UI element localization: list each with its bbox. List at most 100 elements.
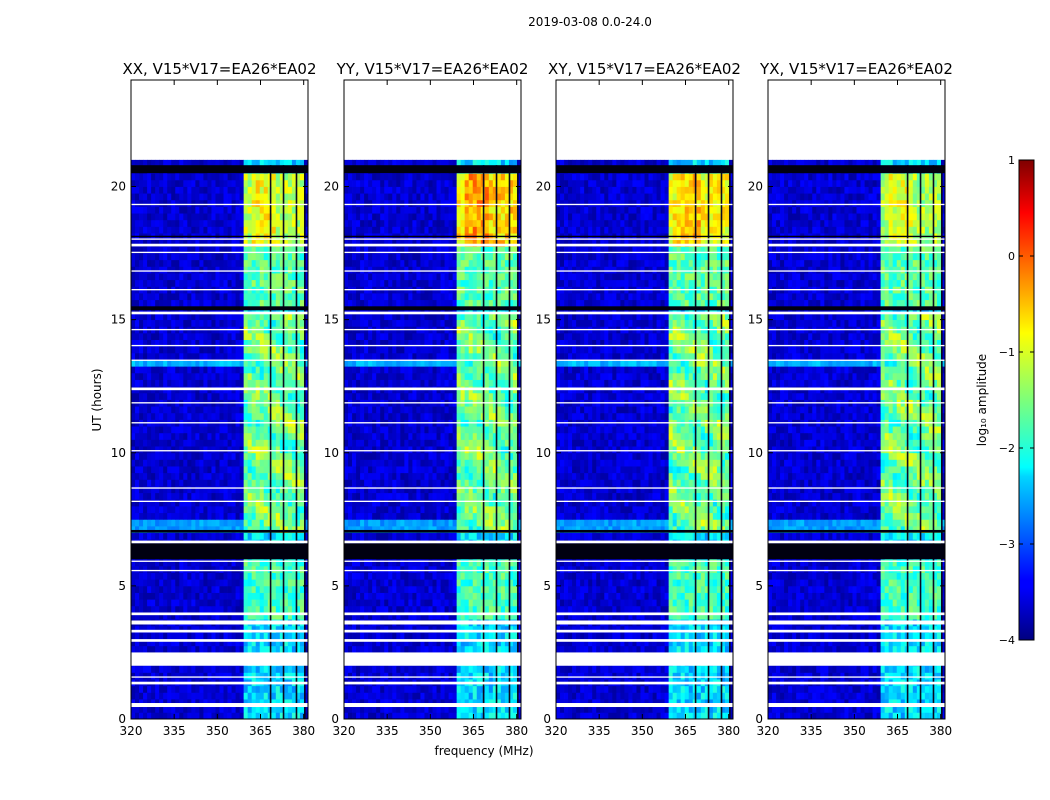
- heatmap-cell: [408, 712, 413, 720]
- heatmap-cell: [187, 579, 192, 587]
- heatmap-cell: [364, 532, 369, 540]
- heatmap-cell: [199, 159, 204, 167]
- heatmap-cell: [231, 239, 236, 247]
- heatmap-cell: [191, 599, 196, 607]
- heatmap-cell: [496, 672, 502, 680]
- heatmap-cell: [171, 213, 176, 221]
- heatmap-cell: [155, 193, 160, 201]
- heatmap-cell: [219, 219, 224, 227]
- heatmap-cell: [155, 213, 160, 221]
- heatmap-cell: [179, 712, 184, 720]
- heatmap-cell: [247, 426, 253, 434]
- heatmap-cell: [299, 219, 305, 227]
- heatmap-cell: [279, 459, 285, 467]
- heatmap-cell: [219, 672, 224, 680]
- heatmap-cell: [131, 592, 136, 600]
- heatmap-cell: [255, 565, 261, 573]
- heatmap-cell: [275, 632, 281, 640]
- heatmap-cell: [299, 672, 305, 680]
- heatmap-cell: [295, 512, 301, 520]
- heatmap-cell: [428, 579, 433, 587]
- heatmap-cell: [271, 219, 277, 227]
- heatmap-cell: [187, 253, 192, 261]
- heatmap-cell: [263, 479, 269, 487]
- heatmap-cell: [211, 379, 216, 387]
- heatmap-cell: [380, 712, 385, 720]
- heatmap-cell: [227, 246, 232, 254]
- heatmap-cell: [243, 572, 249, 580]
- heatmap-cell: [155, 699, 160, 707]
- heatmap-cell: [243, 665, 249, 673]
- heatmap-cell: [235, 206, 241, 214]
- heatmap-cell: [199, 372, 204, 380]
- heatmap-cell: [171, 492, 176, 500]
- heatmap-cell: [163, 352, 168, 360]
- heatmap-cell: [199, 206, 204, 214]
- heatmap-cell: [295, 685, 301, 693]
- heatmap-cell: [372, 692, 377, 700]
- heatmap-cell: [263, 206, 269, 214]
- heatmap-cell: [416, 559, 421, 567]
- heatmap-cell: [167, 319, 172, 327]
- heatmap-cell: [283, 293, 289, 301]
- heatmap-cell: [191, 439, 196, 447]
- heatmap-cell: [147, 592, 152, 600]
- heatmap-cell: [139, 572, 144, 580]
- heatmap-cell: [147, 299, 152, 307]
- y-tick-label: 0: [118, 712, 126, 726]
- heatmap-cell: [291, 213, 297, 221]
- heatmap-cell: [259, 592, 265, 600]
- heatmap-cell: [291, 625, 297, 633]
- heatmap-cell: [139, 279, 144, 287]
- heatmap-cell: [476, 559, 482, 567]
- heatmap-cell: [159, 199, 164, 207]
- heatmap-cell: [151, 446, 156, 454]
- heatmap-cell: [135, 253, 140, 261]
- heatmap-cell: [219, 426, 224, 434]
- heatmap-cell: [251, 559, 257, 567]
- heatmap-cell: [131, 612, 136, 620]
- heatmap-cell: [167, 312, 172, 321]
- heatmap-cell: [484, 572, 490, 580]
- heatmap-cell: [223, 206, 228, 214]
- heatmap-cell: [175, 585, 180, 593]
- heatmap-cell: [159, 273, 164, 281]
- heatmap-cell: [147, 339, 152, 347]
- heatmap-cell: [227, 352, 232, 360]
- heatmap-cell: [215, 579, 220, 587]
- heatmap-cell: [191, 585, 196, 593]
- heatmap-cell: [231, 639, 236, 647]
- heatmap-cell: [219, 512, 224, 520]
- heatmap-cell: [151, 479, 156, 487]
- heatmap-cell: [255, 206, 261, 214]
- heatmap-cell: [187, 466, 192, 474]
- heatmap-cell: [303, 246, 309, 254]
- heatmap-cell: [135, 692, 140, 700]
- heatmap-cell: [243, 625, 249, 633]
- heatmap-cell: [492, 692, 498, 700]
- heatmap-cell: [243, 332, 249, 340]
- heatmap-cell: [143, 685, 148, 693]
- heatmap-cell: [287, 319, 293, 327]
- heatmap-cell: [155, 572, 160, 580]
- heatmap-cell: [167, 293, 172, 301]
- heatmap-cell: [195, 193, 200, 201]
- heatmap-cell: [384, 599, 389, 607]
- heatmap-cell: [444, 559, 449, 567]
- heatmap-cell: [191, 266, 196, 274]
- heatmap-cell: [219, 519, 224, 527]
- heatmap-cell: [287, 273, 293, 281]
- heatmap-cell: [211, 486, 216, 494]
- heatmap-cell: [191, 685, 196, 693]
- heatmap-cell: [211, 599, 216, 607]
- heatmap-cell: [372, 599, 377, 607]
- heatmap-cell: [504, 605, 510, 613]
- heatmap-cell: [263, 572, 269, 580]
- heatmap-cell: [376, 672, 381, 680]
- heatmap-cell: [412, 565, 417, 573]
- heatmap-cell: [263, 193, 269, 201]
- heatmap-cell: [291, 159, 297, 167]
- heatmap-cell: [231, 213, 236, 221]
- heatmap-cell: [287, 639, 293, 647]
- heatmap-cell: [187, 479, 192, 487]
